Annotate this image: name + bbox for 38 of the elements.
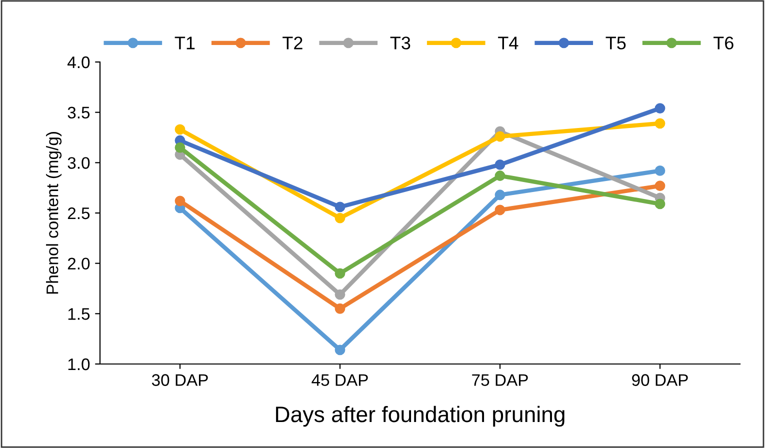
point xyxy=(334,212,346,224)
point xyxy=(494,190,506,200)
point xyxy=(174,124,186,135)
y-tick-label: 2.0 xyxy=(68,258,90,270)
point xyxy=(494,170,506,181)
legend-label: T4 xyxy=(498,36,518,50)
x-tick-label: 90 DAP xyxy=(632,374,688,386)
point xyxy=(494,159,506,170)
point xyxy=(174,142,186,153)
y-axis-title: Phenol content (mg/g) xyxy=(46,132,62,294)
x-tick-label: 30 DAP xyxy=(152,374,208,386)
point xyxy=(494,131,506,142)
point xyxy=(494,204,506,216)
y-tick-label: 1.0 xyxy=(68,358,90,370)
x-axis-title: Days after foundation pruning xyxy=(276,406,564,427)
legend-label: T5 xyxy=(606,36,626,50)
point xyxy=(334,289,346,300)
point xyxy=(334,344,346,356)
point xyxy=(654,180,666,192)
y-tick-label: 4.0 xyxy=(67,56,90,68)
legend-label: T1 xyxy=(174,36,195,50)
legend-label: T6 xyxy=(714,36,734,50)
point xyxy=(334,202,346,212)
y-tick-label: 3.0 xyxy=(68,157,90,169)
y-tick-label: 2.5 xyxy=(68,207,90,220)
point xyxy=(174,196,186,206)
point xyxy=(334,268,346,279)
x-tick-label: 75 DAP xyxy=(472,374,528,386)
y-tick-label: 1.5 xyxy=(68,308,90,320)
x-tick-label: 45 DAP xyxy=(312,374,368,386)
legend-label: T3 xyxy=(390,36,410,50)
y-tick-label: 3.5 xyxy=(68,106,90,119)
legend-label: T2 xyxy=(282,36,302,50)
point xyxy=(654,118,666,129)
point xyxy=(654,166,666,176)
point xyxy=(334,303,346,314)
point xyxy=(654,103,666,114)
point xyxy=(654,198,666,210)
